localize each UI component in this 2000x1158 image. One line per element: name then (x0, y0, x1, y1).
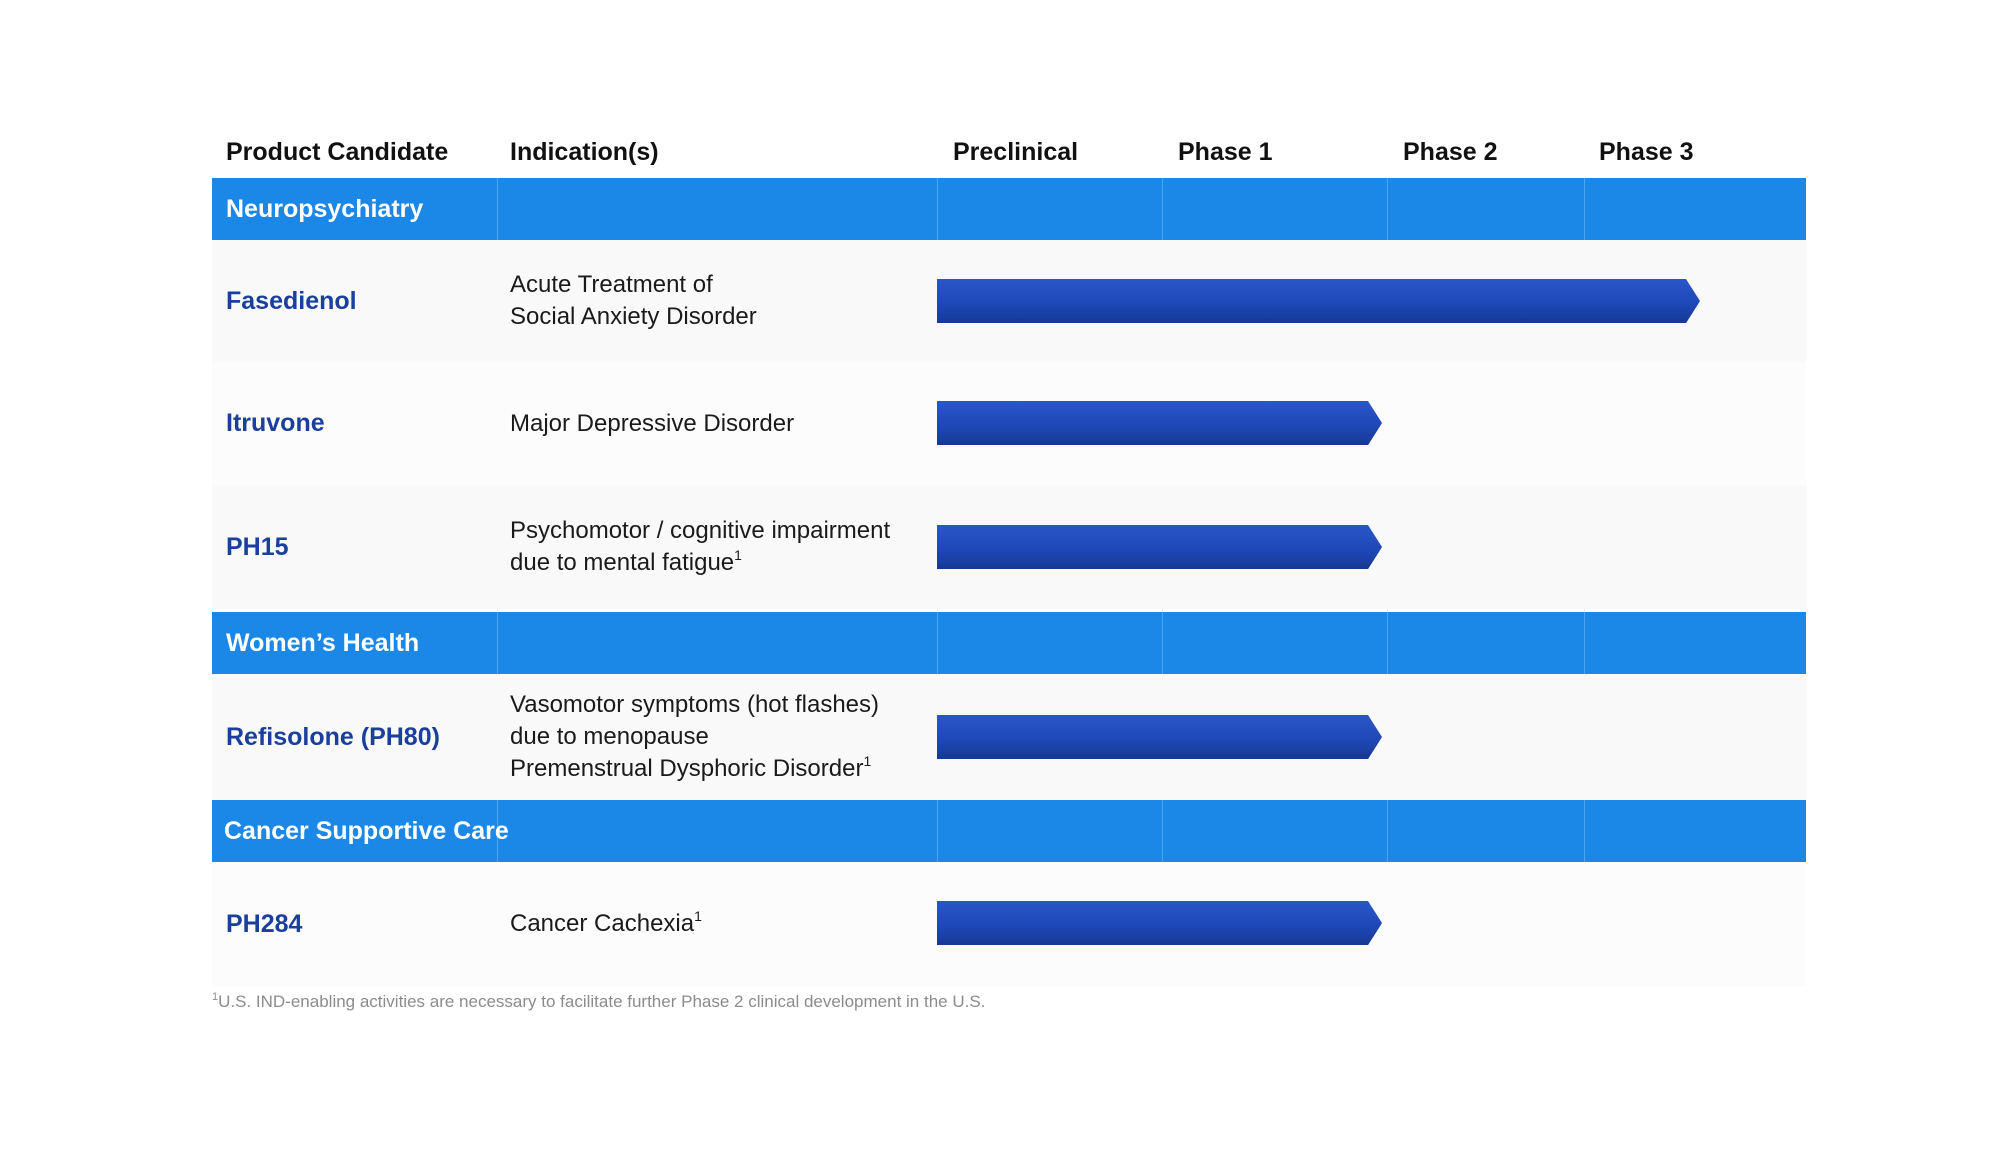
section-divider (937, 178, 938, 240)
header-phase-2: Phase 2 (1403, 138, 1498, 166)
footnote: 1U.S. IND-enabling activities are necess… (212, 992, 985, 1012)
section-divider (497, 612, 498, 674)
section-divider (497, 800, 498, 862)
footnote-mark: 1 (212, 991, 219, 1003)
section-divider (497, 178, 498, 240)
product-row-ph284: PH284 Cancer Cachexia1 (212, 862, 1806, 986)
header-preclinical: Preclinical (953, 138, 1079, 166)
section-divider (1387, 800, 1388, 862)
progress-bar-phase-2 (937, 522, 1382, 572)
section-title: Neuropsychiatry (226, 195, 424, 223)
arrow-shape (937, 279, 1700, 323)
progress-bar-phase-2 (937, 398, 1382, 448)
indication-text: Cancer Cachexia1 (510, 862, 702, 986)
product-name: Refisolone (PH80) (226, 722, 440, 751)
product-row-refisolone: Refisolone (PH80) Vasomotor symptoms (ho… (212, 674, 1806, 800)
pipeline-table: Product Candidate Indication(s) Preclini… (212, 0, 1806, 1158)
progress-bar-phase-2 (937, 712, 1382, 762)
header-indications: Indication(s) (510, 138, 659, 166)
indication-line: Vasomotor symptoms (hot flashes) (510, 691, 880, 718)
progress-bar-phase-3 (937, 276, 1700, 326)
product-row-ph15: PH15 Psychomotor / cognitive impairment … (212, 485, 1806, 609)
section-band-cancer-supportive-care: Cancer Supportive Care (212, 800, 1806, 862)
section-divider (1584, 800, 1585, 862)
section-band-womens-health: Women’s Health (212, 612, 1806, 674)
section-divider (1387, 612, 1388, 674)
product-name: PH15 (226, 532, 289, 561)
progress-bar-phase-2 (937, 898, 1382, 948)
section-divider (1162, 800, 1163, 862)
indication-line: Psychomotor / cognitive impairment (510, 517, 891, 544)
product-name: PH284 (226, 909, 303, 938)
header-product-candidate: Product Candidate (226, 138, 449, 166)
indication-line: Major Depressive Disorder (510, 409, 795, 437)
arrow-shape (937, 525, 1382, 569)
section-divider (1584, 612, 1585, 674)
product-row-itruvone: Itruvone Major Depressive Disorder (212, 362, 1806, 485)
indication-line: Cancer Cachexia1 (510, 908, 702, 937)
section-title: Cancer Supportive Care (224, 817, 509, 845)
indication-line: due to mental fatigue1 (510, 547, 742, 576)
indication-text: Vasomotor symptoms (hot flashes) due to … (510, 674, 879, 800)
product-row-fasedienol: Fasedienol Acute Treatment of Social Anx… (212, 240, 1806, 362)
header-phase-1: Phase 1 (1178, 138, 1273, 166)
arrow-shape (937, 901, 1382, 945)
section-divider (1584, 178, 1585, 240)
footnote-text: U.S. IND-enabling activities are necessa… (218, 992, 986, 1011)
indication-line: due to menopause (510, 723, 709, 750)
indication-line: Social Anxiety Disorder (510, 303, 757, 330)
header-phase-3: Phase 3 (1599, 138, 1694, 166)
arrow-shape (937, 401, 1382, 445)
product-name: Fasedienol (226, 286, 357, 315)
section-divider (1162, 612, 1163, 674)
arrow-shape (937, 715, 1382, 759)
footnote-mark: 1 (863, 753, 872, 769)
section-title: Women’s Health (226, 629, 420, 657)
product-name: Itruvone (226, 409, 325, 437)
section-band-neuropsychiatry: Neuropsychiatry (212, 178, 1806, 240)
indication-line: Acute Treatment of (510, 271, 713, 298)
indication-text: Major Depressive Disorder (510, 362, 794, 485)
footnote-mark: 1 (694, 908, 702, 924)
indication-text: Acute Treatment of Social Anxiety Disord… (510, 240, 757, 362)
section-divider (1162, 178, 1163, 240)
footnote-mark: 1 (734, 547, 742, 563)
section-divider (937, 800, 938, 862)
indication-line: Premenstrual Dysphoric Disorder1 (510, 753, 872, 782)
indication-text: Psychomotor / cognitive impairment due t… (510, 485, 890, 609)
section-divider (1387, 178, 1388, 240)
section-divider (937, 612, 938, 674)
